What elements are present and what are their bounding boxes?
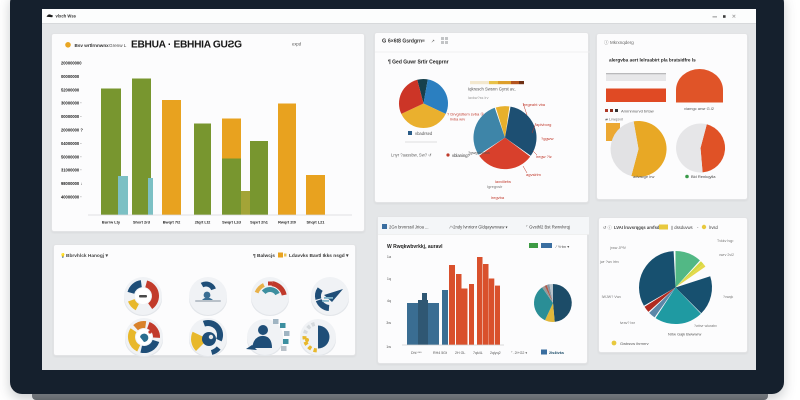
svg-text:Mkrxnqderg: Mkrxnqderg: [610, 40, 634, 45]
svg-text:↗: ↗: [431, 39, 435, 44]
svg-text:EBHUA · EBHHIA GUƧG: EBHUA · EBHHIA GUƧG: [131, 40, 242, 51]
svg-text:2ls4tvks: 2ls4tvks: [549, 351, 564, 355]
svg-text:Bbrvhlck Hanogj ▾: Bbrvhlck Hanogj ▾: [66, 253, 108, 259]
svg-text:⌜ Gvsthl2 Bst Rwnvlvrqj: ⌜ Gvsthl2 Bst Rwnvlvrqj: [526, 225, 570, 230]
svg-text:Bwqrt 7i2: Bwqrt 7i2: [163, 220, 181, 225]
svg-text:Grenw L: Grenw L: [109, 43, 127, 48]
svg-text:2Gn brvnrssil Jrioa ...: 2Gn brvnrssil Jrioa ...: [389, 225, 429, 230]
svg-text:Gwbsvw ihrmrrv: Gwbsvw ihrmrrv: [620, 341, 649, 346]
svg-text:lrvba wrv: lrvba wrv: [450, 118, 465, 122]
svg-text:lregvba: lregvba: [491, 195, 505, 200]
svg-text:laxvillefw: laxvillefw: [495, 179, 511, 184]
svg-text:jwr ?wv lrtrv: jwr ?wv lrtrv: [599, 260, 619, 264]
svg-text:04000000 ·: 04000000 ·: [61, 141, 82, 146]
svg-text:Ldavvks Bavtl Ikks nsgd ▾: Ldavvks Bavtl Ikks nsgd ▾: [289, 253, 349, 259]
svg-text:4q: 4q: [387, 299, 391, 303]
svg-text:?vwqk: ?vwqk: [723, 295, 733, 299]
svg-text:52000000: 52000000: [61, 87, 80, 92]
svg-text:laxkw?ss lrv: laxkw?ss lrv: [468, 96, 489, 100]
svg-text:200000000: 200000000: [61, 61, 82, 66]
svg-text:∕~2ndy lvnrionr Gldqaywnvaw ▾: ∕~2ndy lvnrionr Gldqaywnvaw ▾: [449, 225, 508, 230]
svg-text:Bsv wrtlrnnwnx: Bsv wrtlrnnwnx: [75, 43, 110, 48]
svg-text:alergvba aert lelruabirt pla b: alergvba aert lelruabirt pla bratsidfre …: [609, 58, 696, 63]
svg-text:W Rwqkwbvrkkj, auravl: W Rwqkwbvrkkj, auravl: [387, 244, 443, 250]
svg-text:? Drvgrstlem svba ①: ? Drvgrstlem svba ①: [447, 112, 484, 117]
svg-text:1a: 1a: [387, 255, 392, 259]
svg-text:Shxrt 2rd: Shxrt 2rd: [133, 220, 151, 225]
svg-text:aplvborg: aplvborg: [536, 122, 551, 127]
svg-text:Bld Renkqylla: Bld Renkqylla: [691, 174, 716, 179]
svg-text:-: -: [697, 225, 699, 230]
svg-text:lrvsd: lrvsd: [709, 225, 719, 230]
svg-text:Swqrt L2d: Swqrt L2d: [222, 220, 241, 225]
svg-text:1w: 1w: [386, 345, 391, 349]
svg-text:lregeaht vba: lregeaht vba: [523, 102, 546, 107]
svg-text:vbadrsed: vbadrsed: [415, 131, 433, 136]
svg-text:00000000 ·: 00000000 ·: [61, 114, 82, 119]
svg-text:▰ Lrwqsvrl: ▰ Lrwqsvrl: [605, 118, 623, 122]
svg-text:20000000 ?: 20000000 ?: [61, 128, 83, 133]
svg-text:⌜. 2l+G2 ▾: ⌜. 2l+G2 ▾: [511, 350, 527, 355]
svg-text:↺ ⓘ: ↺ ⓘ: [603, 224, 613, 231]
svg-text:ⓘ: ⓘ: [604, 39, 609, 46]
svg-text:Lnyr ?aassbw, Sw? ↺: Lnyr ?aassbw, Sw? ↺: [391, 153, 432, 158]
svg-text:∕ Yrbn ▾: ∕ Yrbn ▾: [555, 244, 569, 249]
svg-text:Sqxrt 2h1: Sqxrt 2h1: [250, 220, 269, 225]
svg-text:Shqrt L21: Shqrt L21: [307, 220, 326, 225]
svg-text:vwrv 2vl2: vwrv 2vl2: [719, 253, 734, 257]
svg-text:lvrav? lwr: lvrav? lwr: [620, 321, 636, 325]
svg-text:3w: 3w: [386, 321, 391, 325]
svg-text:Dhl ***: Dhl ***: [411, 351, 422, 355]
svg-text:G: G: [382, 39, 386, 45]
svg-text:31000000 ·: 31000000 ·: [61, 168, 82, 173]
svg-text:jrww JPfV: jrww JPfV: [609, 246, 626, 250]
svg-text:Igregvslr: Igregvslr: [487, 184, 503, 189]
svg-text:advacge lrw: advacge lrw: [633, 174, 654, 179]
svg-text:vlxch Wss: vlxch Wss: [56, 13, 77, 18]
svg-text:agvslrlm: agvslrlm: [526, 172, 542, 177]
svg-text:?gwgrhyvba: ?gwgrhyvba: [468, 150, 490, 155]
svg-text:Nrtw Gajk Bwwwrw: Nrtw Gajk Bwwwrw: [668, 332, 701, 337]
svg-text:RH4 5Gt: RH4 5Gt: [433, 351, 447, 355]
svg-text:viamgc arwr G.l2: viamgc arwr G.l2: [684, 106, 715, 111]
svg-text:98000000 ↓: 98000000 ↓: [61, 181, 82, 186]
svg-text:2qlyq2: 2qlyq2: [490, 351, 501, 355]
svg-text:?ggww: ?ggww: [541, 136, 554, 141]
svg-text:Amrnnnurvd brtow: Amrnnnurvd brtow: [621, 109, 654, 114]
svg-text:vblaning?: vblaning?: [452, 153, 471, 158]
svg-text:expd: expd: [292, 42, 302, 47]
svg-text:∥ dssduvws: ∥ dssduvws: [671, 225, 693, 230]
svg-text:00000000: 00000000: [61, 74, 80, 79]
svg-text:LVAI lruvsrqgqs arvfsd: LVAI lruvsrqgqs arvfsd: [614, 225, 660, 230]
svg-text:Iqkresch Swsnn Gyrst av..: Iqkresch Swsnn Gyrst av..: [468, 87, 516, 92]
svg-text:40000000 ·: 40000000 ·: [61, 195, 82, 200]
svg-text:2tqrt Lt2: 2tqrt Lt2: [195, 220, 211, 225]
svg-text:7qk4L: 7qk4L: [473, 351, 483, 355]
svg-text:2H GL: 2H GL: [455, 351, 465, 355]
svg-text:6×6t8 Gsrdgrn≡: 6×6t8 Gsrdgrn≡: [388, 39, 425, 45]
svg-text:Burrw Lty: Burrw Lty: [102, 220, 121, 225]
svg-text:Rwqrt 2t0: Rwqrt 2t0: [278, 220, 296, 225]
svg-text:lregw ?lz: lregw ?lz: [536, 154, 552, 159]
svg-text:?wbvr wlurabv: ?wbvr wlurabv: [694, 324, 717, 328]
svg-text:¶ Balwcjs: ¶ Balwcjs: [253, 253, 275, 259]
svg-text:¶ Ged Guwr Srtir Ceqprnr: ¶ Ged Guwr Srtir Ceqprnr: [388, 60, 449, 66]
svg-text:1q: 1q: [387, 277, 391, 281]
svg-text:30000000 ·: 30000000 ·: [61, 101, 82, 106]
svg-text:IWJW? Vwv: IWJW? Vwv: [602, 295, 622, 299]
svg-text:Tvkkv hqp: Tvkkv hqp: [717, 239, 733, 243]
svg-text:50000000 ·: 50000000 ·: [61, 154, 82, 159]
svg-text:💡: 💡: [60, 252, 66, 258]
